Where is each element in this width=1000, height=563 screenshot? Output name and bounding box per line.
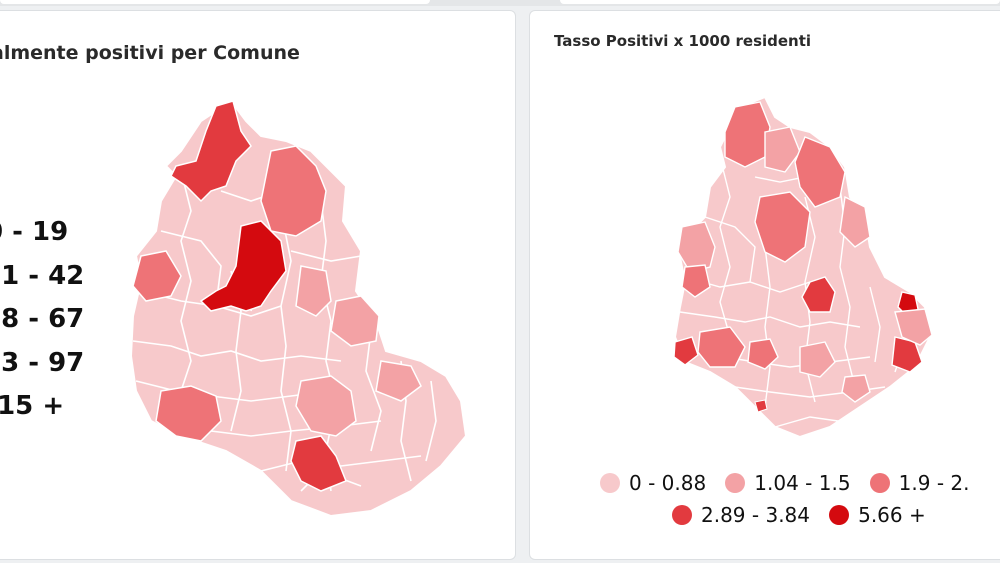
legend-entry: 1.04 - 1.5 [725,471,851,495]
legend-swatch [869,473,890,493]
positives-legend: 0 - 19 21 - 42 48 - 67 93 - 97 315 + [0,211,84,429]
legend-row: 2.89 - 3.84 5.66 + [672,503,983,535]
legend-row: 0 - 0.88 1.04 - 1.5 1.9 - 2. [600,471,983,503]
legend-entry: 0 - 19 [0,217,69,247]
comune-c3[interactable] [794,136,846,208]
legend-entry: 2.89 - 3.84 [672,503,810,527]
comune-c3[interactable] [681,264,711,298]
legend-label: 1.04 - 1.5 [754,471,851,495]
comune-c4[interactable] [673,336,699,366]
comune-c4[interactable] [801,276,836,313]
top-strip-right [560,0,1000,4]
legend-label: 1.9 - 2. [898,471,970,495]
legend-swatch [725,473,746,493]
comune-c3[interactable] [260,145,327,237]
comune-c3[interactable] [155,385,222,442]
comune-c2[interactable] [799,341,836,378]
rate-per-1000-panel: Tasso Positivi x 1000 residenti [529,10,1000,560]
comune-c3[interactable] [747,338,779,370]
comune-c2[interactable] [295,375,357,437]
legend-swatch [600,473,620,493]
comune-c2[interactable] [894,308,933,346]
comune-c3[interactable] [724,101,771,168]
comune-c2[interactable] [764,126,801,173]
comune-c2[interactable] [330,295,380,347]
comune-c4[interactable] [290,435,347,492]
panel-title: almente positivi per Comune [0,42,300,64]
legend-label: 0 - 0.88 [629,471,707,495]
legend-entry: 5.66 + [829,503,926,527]
comune-c3[interactable] [754,191,811,263]
legend-label: 5.66 + [858,503,926,527]
comune-c4[interactable] [170,100,252,203]
umbria-choropleth-map[interactable] [121,91,481,521]
legend-entry: 315 + [0,391,65,421]
legend-swatch [672,505,692,525]
legend-swatch [829,505,850,525]
positives-by-comune-panel: almente positivi per Comune 0 - 19 21 - … [0,10,516,560]
top-strip-left [0,0,430,4]
comune-c2[interactable] [839,195,871,248]
comune-c2[interactable] [375,360,422,402]
legend-entry: 48 - 67 [0,304,85,334]
comune-c4[interactable] [754,399,768,413]
umbria-rate-choropleth-map[interactable] [670,87,960,447]
panel-title: Tasso Positivi x 1000 residenti [554,32,812,50]
comune-c2[interactable] [295,265,332,317]
legend-entry: 0 - 0.88 [600,471,706,495]
rate-legend: 0 - 0.88 1.04 - 1.5 1.9 - 2. 2.89 - 3.84… [600,471,983,535]
legend-entry: 21 - 42 [0,260,85,291]
legend-label: 2.89 - 3.84 [701,503,810,527]
comune-c2[interactable] [677,221,716,273]
comune-c3[interactable] [697,326,746,368]
comune-c3[interactable] [132,250,182,302]
top-strip [0,0,1000,6]
legend-entry: 1.9 - 2. [869,471,970,495]
comune-c5[interactable] [199,220,287,312]
legend-entry: 93 - 97 [0,347,85,378]
comune-c2[interactable] [841,374,871,403]
